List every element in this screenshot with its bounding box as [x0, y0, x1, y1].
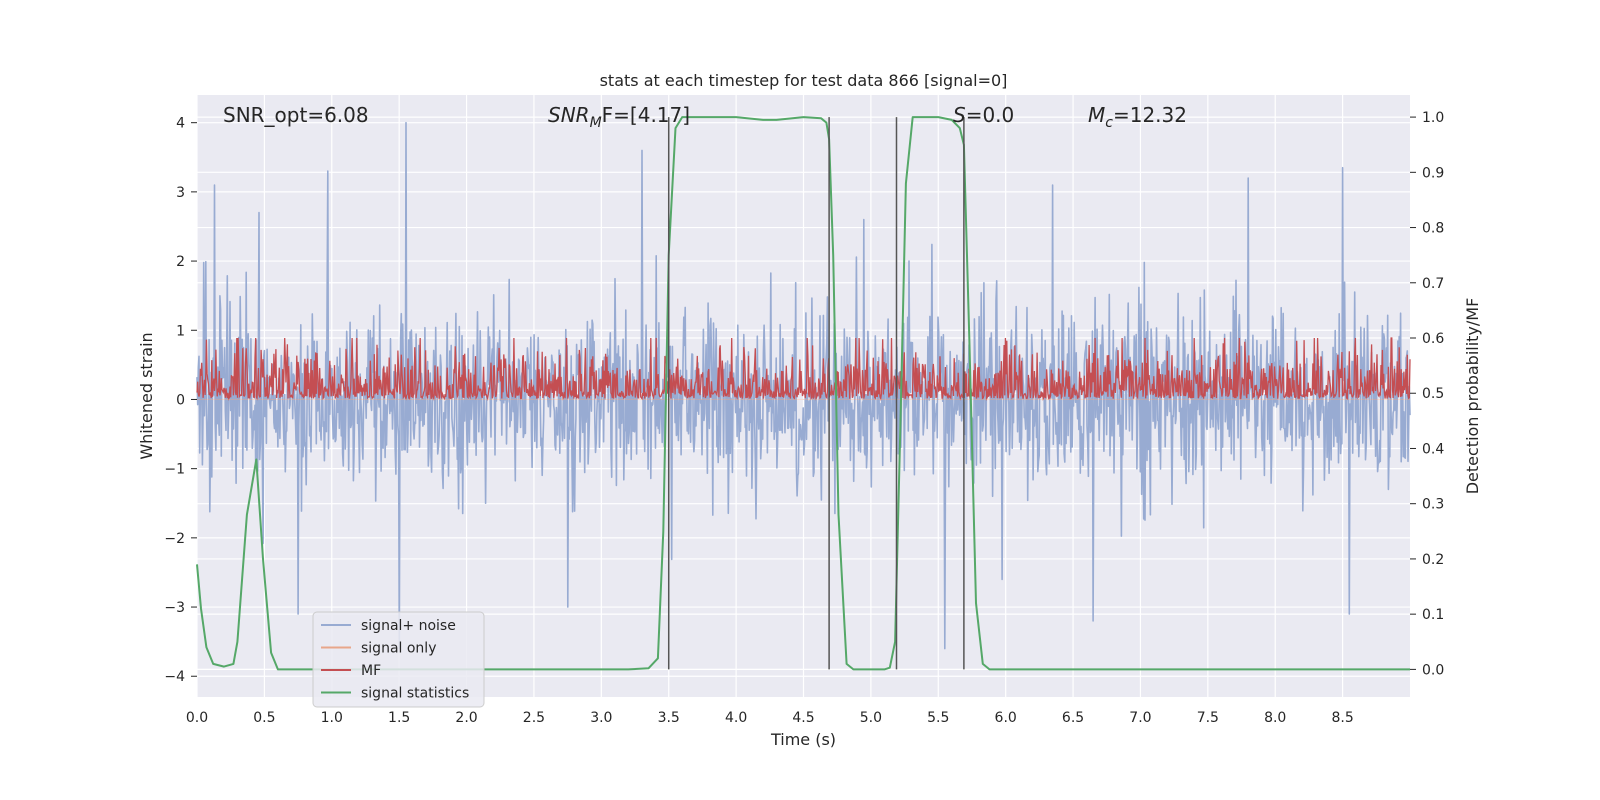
- series-mf: [196, 337, 1411, 402]
- y-tick-label-left: −3: [164, 600, 185, 616]
- annotation-s: S=0.0: [953, 103, 1014, 127]
- vertical-markers: [667, 117, 965, 670]
- annotation-snr-opt: SNR_opt=6.08: [223, 103, 369, 127]
- y-tick-label-right: 0.7: [1422, 276, 1444, 292]
- series-line-signal-statistics: [196, 116, 1410, 671]
- x-tick-label: 5.0: [860, 710, 882, 726]
- x-tick-label: 3.0: [590, 710, 612, 726]
- y-tick-label-right: 0.9: [1422, 165, 1444, 181]
- x-tick-label: 1.0: [321, 710, 343, 726]
- x-tick-label: 2.0: [455, 710, 477, 726]
- y-tick-label-left: −4: [164, 669, 185, 685]
- annotation-snr-mf-rest: F=[4.17]: [602, 103, 690, 127]
- annotation-mc-base: M: [1088, 103, 1105, 127]
- annotation-snr-mf-sub: M: [590, 115, 602, 131]
- x-tick-label: 8.0: [1264, 710, 1286, 726]
- annotation-snr-mf-base: SNR: [548, 103, 590, 127]
- x-tick-label: 1.5: [388, 710, 410, 726]
- annotation-mc-rest: =12.32: [1113, 103, 1187, 127]
- y-tick-label-right: 0.5: [1422, 386, 1444, 402]
- x-tick-label: 7.5: [1197, 710, 1219, 726]
- y-axis-label-right: Detection probability/MF: [1463, 298, 1482, 495]
- series-signal-statistics: [196, 116, 1410, 671]
- x-tick-label: 7.0: [1129, 710, 1151, 726]
- annotation-s-rest: =0.0: [966, 103, 1015, 127]
- legend-entry-label: signal only: [361, 641, 436, 657]
- x-tick-label: 3.5: [658, 710, 680, 726]
- legend-entry-label: signal+ noise: [361, 618, 456, 634]
- x-tick-label: 6.5: [1062, 710, 1084, 726]
- x-tick-label: 5.5: [927, 710, 949, 726]
- x-tick-label: 6.0: [995, 710, 1017, 726]
- grid: [196, 95, 1410, 697]
- series-line-mf: [196, 337, 1411, 402]
- x-tick-label: 4.5: [792, 710, 814, 726]
- legend-box: [312, 611, 485, 708]
- x-tick-label: 0.5: [253, 710, 275, 726]
- y-tick-label-left: 1: [176, 323, 185, 339]
- y-tick-label-left: 4: [176, 116, 185, 132]
- y-tick-label-right: 0.6: [1422, 331, 1444, 347]
- y-tick-label-right: 0.3: [1422, 497, 1444, 513]
- y-tick-label-right: 0.8: [1422, 221, 1444, 237]
- legend-entry-label: MF: [361, 663, 381, 679]
- x-tick-label: 8.5: [1331, 710, 1353, 726]
- x-axis-label: Time (s): [770, 730, 836, 749]
- x-tick-label: 4.0: [725, 710, 747, 726]
- y-tick-label-left: 0: [176, 392, 185, 408]
- y-tick-label-right: 0.4: [1422, 441, 1444, 457]
- y-tick-label-right: 1.0: [1422, 110, 1444, 126]
- legend-entry-label: signal statistics: [361, 686, 469, 702]
- y-tick-label-right: 0.2: [1422, 552, 1444, 568]
- chart-title: stats at each timestep for test data 866…: [600, 71, 1008, 90]
- annotation-s-italic: S: [953, 103, 966, 127]
- legend: signal+ noise signal only MF signal statist…: [312, 611, 485, 708]
- axes: 0.0 0.5 1.0 1.5 2.0 2.5 3.0 3.5 4.0 4.5 5.0 5.5 6.0 6…: [164, 110, 1444, 726]
- y-tick-label-left: 3: [176, 185, 185, 201]
- x-tick-label: 2.5: [523, 710, 545, 726]
- y-axis-label-left: Whitened strain: [137, 332, 156, 459]
- y-tick-label-right: 0.1: [1422, 607, 1444, 623]
- y-tick-label-right: 0.0: [1422, 662, 1444, 678]
- annotation-mc: Mc=12.32: [1088, 103, 1187, 131]
- annotation-mc-sub: c: [1105, 115, 1113, 131]
- x-tick-label: 0.0: [186, 710, 208, 726]
- annotation-snr-mf: SNRMF=[4.17]: [548, 103, 690, 131]
- y-tick-label-left: −2: [164, 531, 185, 547]
- y-tick-label-left: −1: [164, 462, 185, 478]
- y-tick-label-left: 2: [176, 254, 185, 270]
